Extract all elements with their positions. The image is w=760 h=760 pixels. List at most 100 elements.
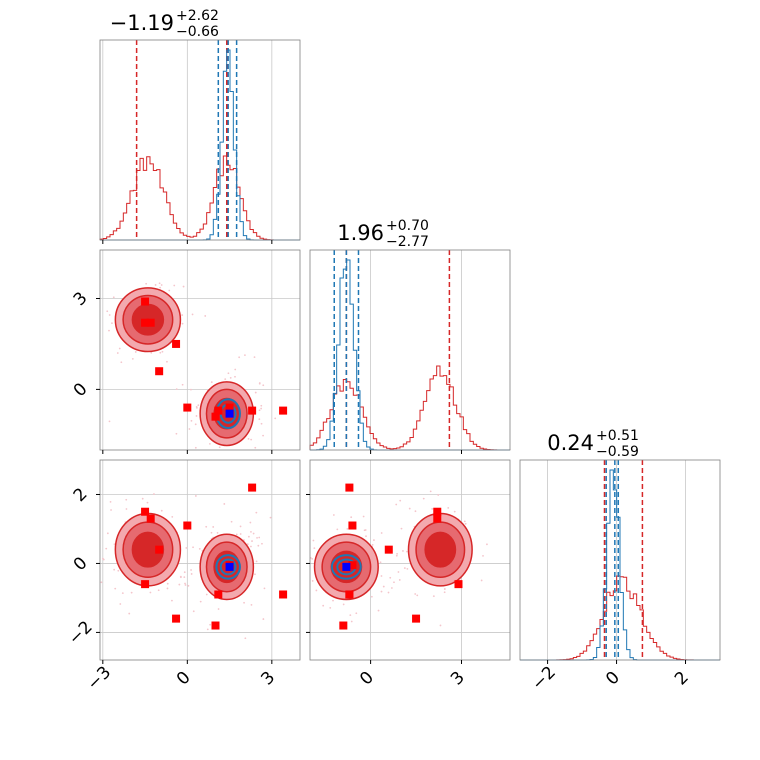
sample-point — [447, 506, 450, 509]
sample-point — [406, 567, 409, 570]
red-marker — [214, 406, 223, 415]
sample-point — [312, 539, 315, 542]
sample-point — [387, 591, 390, 594]
sample-point — [382, 585, 385, 588]
sample-point — [332, 599, 334, 602]
sample-point — [307, 549, 309, 551]
sample-point — [414, 593, 417, 595]
sample-point — [190, 573, 193, 575]
sample-point — [443, 591, 446, 594]
sample-point — [250, 545, 252, 548]
sample-point — [290, 590, 292, 592]
sample-point — [262, 618, 265, 620]
sample-point — [329, 606, 332, 609]
diagonal-title-value: −1.19 — [110, 11, 174, 35]
sample-point — [402, 550, 404, 552]
sample-point — [350, 516, 353, 519]
sample-point — [262, 434, 264, 437]
sample-point — [194, 446, 197, 449]
sample-point — [150, 351, 153, 354]
blue-marker — [225, 562, 234, 571]
sample-point — [194, 469, 196, 471]
sample-point — [230, 520, 233, 523]
sample-point — [195, 415, 198, 417]
sample-point — [333, 662, 335, 664]
red-marker — [183, 403, 192, 412]
sample-point — [429, 490, 432, 493]
sample-point — [94, 312, 96, 314]
x-tick-label: −2 — [528, 663, 560, 695]
sample-point — [159, 286, 162, 289]
sample-point — [224, 378, 227, 381]
sample-point — [254, 391, 257, 394]
red-marker — [348, 521, 357, 530]
sample-point — [274, 417, 277, 420]
sample-point — [85, 548, 87, 550]
sample-point — [362, 515, 365, 518]
red-marker — [412, 614, 421, 623]
histogram-blue — [309, 259, 510, 451]
sample-point — [184, 584, 187, 586]
red-marker — [225, 403, 234, 412]
sample-point — [235, 533, 238, 536]
sample-point — [346, 527, 349, 530]
red-marker — [345, 483, 354, 492]
diagonal-title-plus: +2.62 — [176, 8, 219, 24]
diagonal-title-value: 0.24 — [547, 431, 594, 455]
sample-point — [210, 381, 213, 384]
sample-point — [244, 354, 246, 357]
sample-point — [181, 322, 184, 325]
sample-point — [243, 601, 245, 604]
red-marker — [146, 318, 155, 327]
red-marker — [141, 318, 150, 327]
sample-point — [105, 547, 108, 550]
sample-point — [218, 446, 221, 449]
diagonal-title-plus: +0.51 — [596, 428, 639, 444]
sample-point — [437, 494, 440, 496]
sample-point — [336, 528, 339, 531]
sample-point — [128, 612, 131, 615]
sample-point — [188, 428, 191, 430]
sample-point — [96, 552, 98, 554]
y-tick-label: 0 — [70, 553, 92, 575]
sample-point — [108, 329, 110, 332]
sample-point — [118, 347, 121, 350]
red-marker — [141, 297, 150, 306]
sample-point — [116, 352, 119, 354]
sample-point — [408, 507, 411, 510]
sample-point — [380, 532, 383, 534]
diagonal-title-minus: −0.66 — [176, 24, 219, 40]
sample-point — [157, 589, 160, 592]
y-tick-label: 3 — [70, 288, 92, 310]
sample-point — [190, 388, 192, 391]
red-marker — [454, 580, 463, 589]
red-marker — [183, 521, 192, 530]
sample-point — [145, 282, 148, 285]
sample-point — [256, 536, 258, 539]
sample-point — [258, 418, 261, 421]
sample-point — [171, 599, 173, 602]
sample-point — [110, 509, 112, 511]
sample-point — [183, 576, 186, 579]
sample-point — [250, 530, 252, 533]
diagonal-panel-p1: 1.96 +0.70−2.77 — [309, 218, 511, 451]
sample-point — [194, 423, 197, 426]
sample-point — [106, 532, 109, 535]
sample-point — [108, 420, 111, 423]
sample-point — [379, 561, 382, 564]
red-marker — [248, 483, 257, 492]
red-marker — [339, 621, 348, 630]
sample-point — [260, 422, 263, 425]
sample-point — [416, 594, 419, 597]
sample-point — [364, 529, 367, 531]
sample-point — [166, 587, 169, 590]
sample-point — [310, 556, 312, 559]
sample-point — [380, 590, 383, 593]
sample-point — [400, 527, 403, 530]
x-tick-label: −3 — [83, 663, 115, 695]
histogram-red — [309, 365, 511, 451]
sample-point — [223, 503, 226, 505]
diagonal-title-minus: −2.77 — [386, 234, 429, 250]
histogram-blue — [100, 49, 300, 241]
sample-point — [112, 296, 115, 299]
